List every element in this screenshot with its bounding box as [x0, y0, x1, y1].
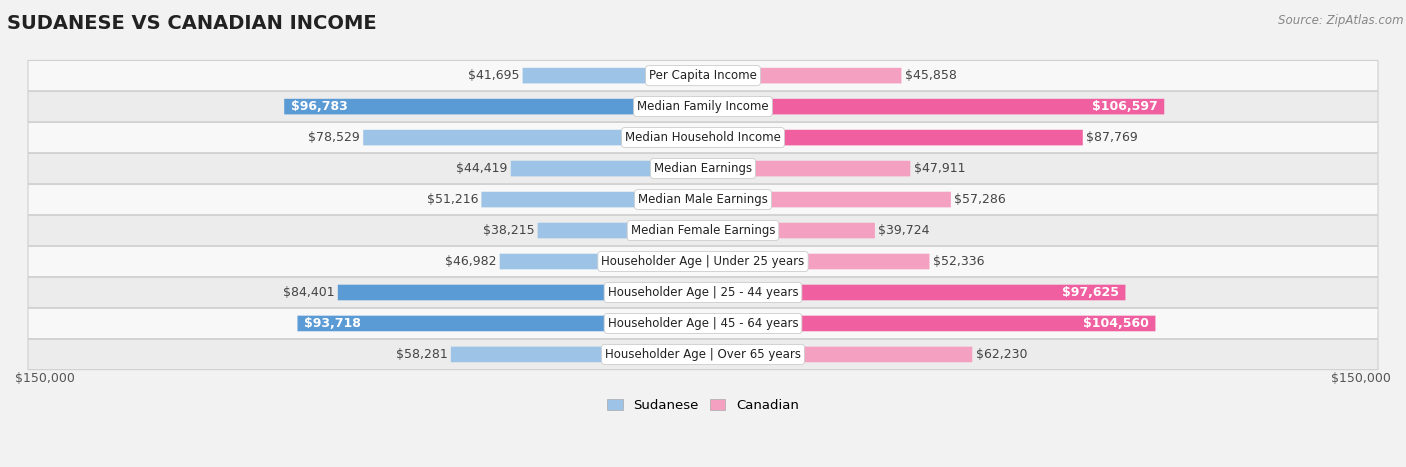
Text: $47,911: $47,911 — [914, 162, 965, 175]
Text: $58,281: $58,281 — [396, 348, 447, 361]
FancyBboxPatch shape — [703, 192, 950, 207]
FancyBboxPatch shape — [703, 161, 910, 177]
Text: $87,769: $87,769 — [1085, 131, 1137, 144]
Text: $52,336: $52,336 — [932, 255, 984, 268]
Text: Per Capita Income: Per Capita Income — [650, 69, 756, 82]
Text: Householder Age | 25 - 44 years: Householder Age | 25 - 44 years — [607, 286, 799, 299]
FancyBboxPatch shape — [28, 184, 1378, 215]
FancyBboxPatch shape — [703, 316, 1156, 331]
FancyBboxPatch shape — [337, 285, 703, 300]
FancyBboxPatch shape — [703, 99, 1164, 114]
Text: $93,718: $93,718 — [304, 317, 361, 330]
Text: $150,000: $150,000 — [1331, 372, 1391, 385]
Text: Householder Age | Over 65 years: Householder Age | Over 65 years — [605, 348, 801, 361]
FancyBboxPatch shape — [28, 339, 1378, 370]
FancyBboxPatch shape — [703, 347, 973, 362]
Text: $84,401: $84,401 — [283, 286, 335, 299]
FancyBboxPatch shape — [537, 223, 703, 238]
FancyBboxPatch shape — [298, 316, 703, 331]
FancyBboxPatch shape — [510, 161, 703, 177]
Text: $104,560: $104,560 — [1083, 317, 1149, 330]
FancyBboxPatch shape — [28, 215, 1378, 246]
Text: $150,000: $150,000 — [15, 372, 75, 385]
Text: $78,529: $78,529 — [308, 131, 360, 144]
Text: $41,695: $41,695 — [468, 69, 519, 82]
FancyBboxPatch shape — [481, 192, 703, 207]
FancyBboxPatch shape — [451, 347, 703, 362]
Text: $45,858: $45,858 — [904, 69, 956, 82]
FancyBboxPatch shape — [28, 246, 1378, 276]
FancyBboxPatch shape — [703, 130, 1083, 145]
Text: Householder Age | 45 - 64 years: Householder Age | 45 - 64 years — [607, 317, 799, 330]
Text: Source: ZipAtlas.com: Source: ZipAtlas.com — [1278, 14, 1403, 27]
Text: Median Household Income: Median Household Income — [626, 131, 780, 144]
Text: $57,286: $57,286 — [955, 193, 1005, 206]
FancyBboxPatch shape — [499, 254, 703, 269]
Text: $106,597: $106,597 — [1092, 100, 1157, 113]
Text: $51,216: $51,216 — [426, 193, 478, 206]
FancyBboxPatch shape — [28, 277, 1378, 308]
Text: $39,724: $39,724 — [879, 224, 929, 237]
FancyBboxPatch shape — [284, 99, 703, 114]
FancyBboxPatch shape — [703, 223, 875, 238]
FancyBboxPatch shape — [28, 122, 1378, 153]
FancyBboxPatch shape — [703, 68, 901, 84]
Legend: Sudanese, Canadian: Sudanese, Canadian — [602, 393, 804, 417]
Text: Median Earnings: Median Earnings — [654, 162, 752, 175]
FancyBboxPatch shape — [28, 60, 1378, 91]
Text: Householder Age | Under 25 years: Householder Age | Under 25 years — [602, 255, 804, 268]
FancyBboxPatch shape — [28, 92, 1378, 122]
FancyBboxPatch shape — [363, 130, 703, 145]
Text: Median Female Earnings: Median Female Earnings — [631, 224, 775, 237]
FancyBboxPatch shape — [703, 254, 929, 269]
Text: Median Family Income: Median Family Income — [637, 100, 769, 113]
Text: $96,783: $96,783 — [291, 100, 347, 113]
FancyBboxPatch shape — [523, 68, 703, 84]
Text: Median Male Earnings: Median Male Earnings — [638, 193, 768, 206]
Text: SUDANESE VS CANADIAN INCOME: SUDANESE VS CANADIAN INCOME — [7, 14, 377, 33]
FancyBboxPatch shape — [28, 308, 1378, 339]
Text: $97,625: $97,625 — [1062, 286, 1119, 299]
FancyBboxPatch shape — [28, 153, 1378, 184]
Text: $38,215: $38,215 — [482, 224, 534, 237]
Text: $62,230: $62,230 — [976, 348, 1026, 361]
Text: $44,419: $44,419 — [456, 162, 508, 175]
Text: $46,982: $46,982 — [444, 255, 496, 268]
FancyBboxPatch shape — [703, 285, 1125, 300]
